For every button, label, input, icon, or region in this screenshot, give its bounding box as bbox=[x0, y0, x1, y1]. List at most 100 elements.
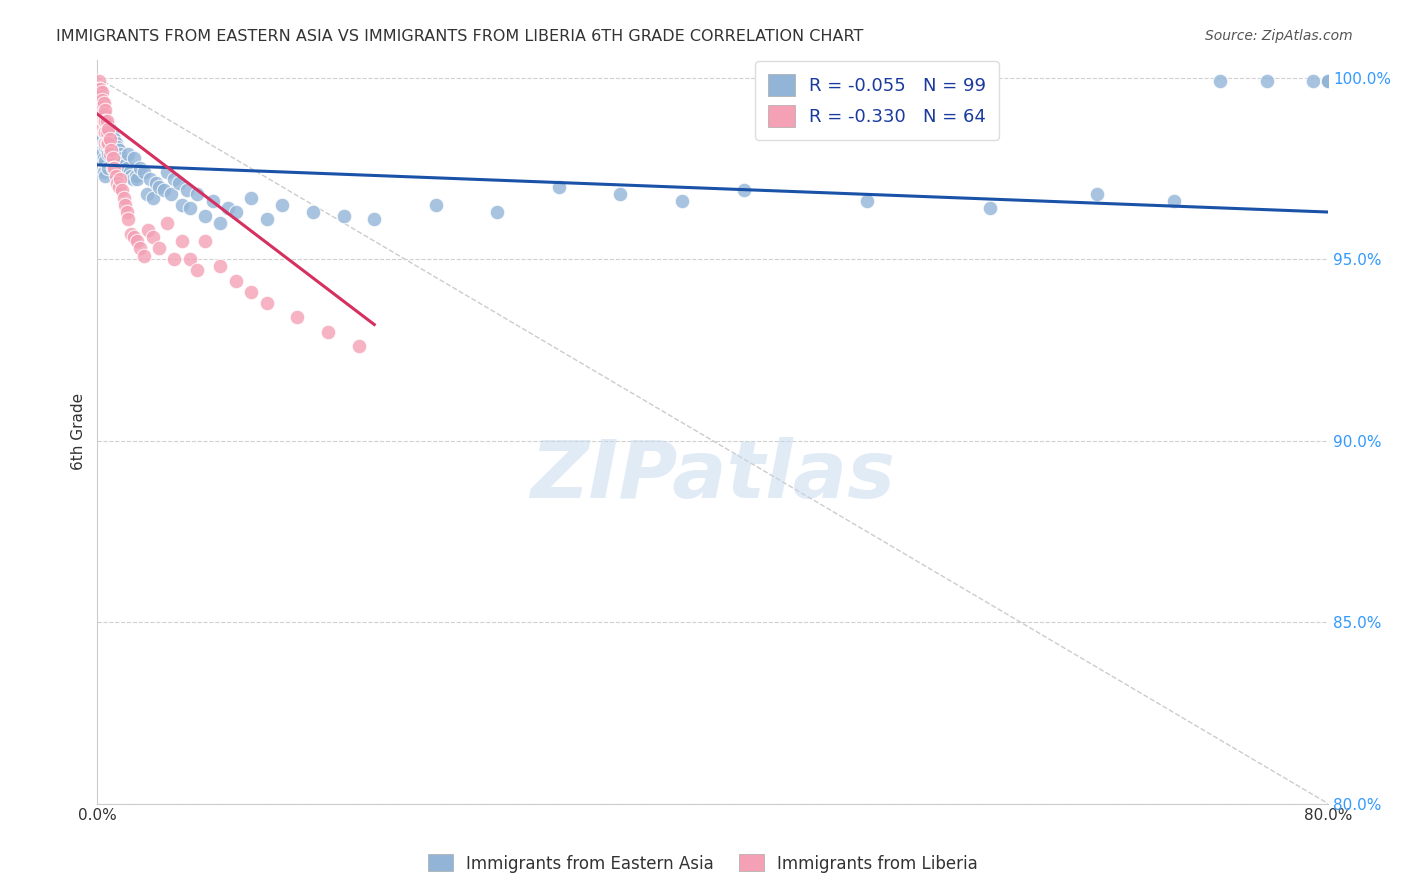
Point bbox=[256, 212, 278, 227]
Point bbox=[87, 107, 110, 121]
Legend: Immigrants from Eastern Asia, Immigrants from Liberia: Immigrants from Eastern Asia, Immigrants… bbox=[422, 847, 984, 880]
Point bbox=[112, 154, 135, 169]
Point bbox=[110, 161, 132, 176]
Point bbox=[114, 198, 136, 212]
Point bbox=[194, 234, 217, 248]
Point bbox=[91, 93, 114, 107]
Point bbox=[548, 179, 571, 194]
Point bbox=[96, 144, 118, 158]
Point bbox=[179, 252, 201, 267]
Point bbox=[91, 114, 114, 128]
Point bbox=[209, 216, 232, 230]
Point bbox=[94, 136, 117, 150]
Point bbox=[96, 114, 118, 128]
Point bbox=[97, 121, 120, 136]
Point bbox=[225, 274, 247, 288]
Point bbox=[98, 147, 121, 161]
Point bbox=[1302, 74, 1324, 88]
Point bbox=[89, 114, 111, 128]
Point bbox=[89, 103, 111, 118]
Point bbox=[125, 169, 148, 183]
Point bbox=[425, 198, 447, 212]
Point bbox=[89, 132, 111, 146]
Point bbox=[97, 132, 120, 146]
Point bbox=[148, 179, 170, 194]
Point bbox=[301, 205, 323, 219]
Point bbox=[114, 158, 136, 172]
Point bbox=[104, 169, 127, 183]
Point bbox=[136, 223, 159, 237]
Point bbox=[112, 190, 135, 204]
Point bbox=[132, 165, 155, 179]
Point bbox=[152, 183, 174, 197]
Point bbox=[105, 176, 128, 190]
Point bbox=[332, 209, 354, 223]
Point bbox=[93, 96, 115, 111]
Point bbox=[98, 121, 121, 136]
Point bbox=[101, 144, 124, 158]
Point bbox=[89, 114, 111, 128]
Point bbox=[110, 147, 132, 161]
Point bbox=[118, 165, 141, 179]
Point bbox=[120, 169, 142, 183]
Point bbox=[179, 202, 201, 216]
Point bbox=[98, 132, 121, 146]
Point bbox=[124, 151, 146, 165]
Point bbox=[240, 285, 263, 299]
Point bbox=[316, 325, 339, 339]
Point bbox=[129, 161, 152, 176]
Point bbox=[89, 81, 111, 95]
Point bbox=[101, 151, 124, 165]
Point bbox=[363, 212, 385, 227]
Point bbox=[87, 74, 110, 88]
Point bbox=[100, 125, 122, 139]
Point bbox=[127, 234, 149, 248]
Point bbox=[89, 96, 111, 111]
Point bbox=[96, 114, 118, 128]
Point bbox=[111, 183, 134, 197]
Point bbox=[186, 263, 208, 277]
Point bbox=[167, 176, 190, 190]
Point bbox=[155, 165, 177, 179]
Point bbox=[120, 227, 142, 241]
Text: IMMIGRANTS FROM EASTERN ASIA VS IMMIGRANTS FROM LIBERIA 6TH GRADE CORRELATION CH: IMMIGRANTS FROM EASTERN ASIA VS IMMIGRAN… bbox=[56, 29, 863, 45]
Point bbox=[145, 176, 167, 190]
Point bbox=[91, 107, 114, 121]
Point bbox=[87, 144, 110, 158]
Point bbox=[94, 139, 117, 153]
Point bbox=[609, 186, 631, 201]
Point bbox=[101, 128, 124, 143]
Point bbox=[110, 172, 132, 186]
Point bbox=[94, 103, 117, 118]
Point bbox=[91, 85, 114, 99]
Point bbox=[93, 151, 115, 165]
Point bbox=[100, 144, 122, 158]
Point bbox=[96, 136, 118, 150]
Text: Source: ZipAtlas.com: Source: ZipAtlas.com bbox=[1205, 29, 1353, 44]
Point bbox=[87, 125, 110, 139]
Point bbox=[103, 147, 125, 161]
Point bbox=[129, 241, 152, 255]
Point bbox=[103, 161, 125, 176]
Point bbox=[209, 260, 232, 274]
Point bbox=[163, 172, 186, 186]
Point bbox=[979, 202, 1001, 216]
Point bbox=[170, 234, 193, 248]
Point bbox=[89, 96, 111, 111]
Point bbox=[1085, 186, 1108, 201]
Point bbox=[855, 194, 877, 208]
Point bbox=[117, 147, 139, 161]
Point bbox=[108, 179, 131, 194]
Point bbox=[97, 147, 120, 161]
Point bbox=[1317, 74, 1340, 88]
Point bbox=[225, 205, 247, 219]
Point bbox=[201, 194, 224, 208]
Point bbox=[135, 186, 157, 201]
Point bbox=[87, 96, 110, 111]
Legend: R = -0.055   N = 99, R = -0.330   N = 64: R = -0.055 N = 99, R = -0.330 N = 64 bbox=[755, 62, 1000, 139]
Point bbox=[1317, 74, 1340, 88]
Point bbox=[271, 198, 294, 212]
Point bbox=[111, 151, 134, 165]
Point bbox=[186, 186, 208, 201]
Point bbox=[176, 183, 198, 197]
